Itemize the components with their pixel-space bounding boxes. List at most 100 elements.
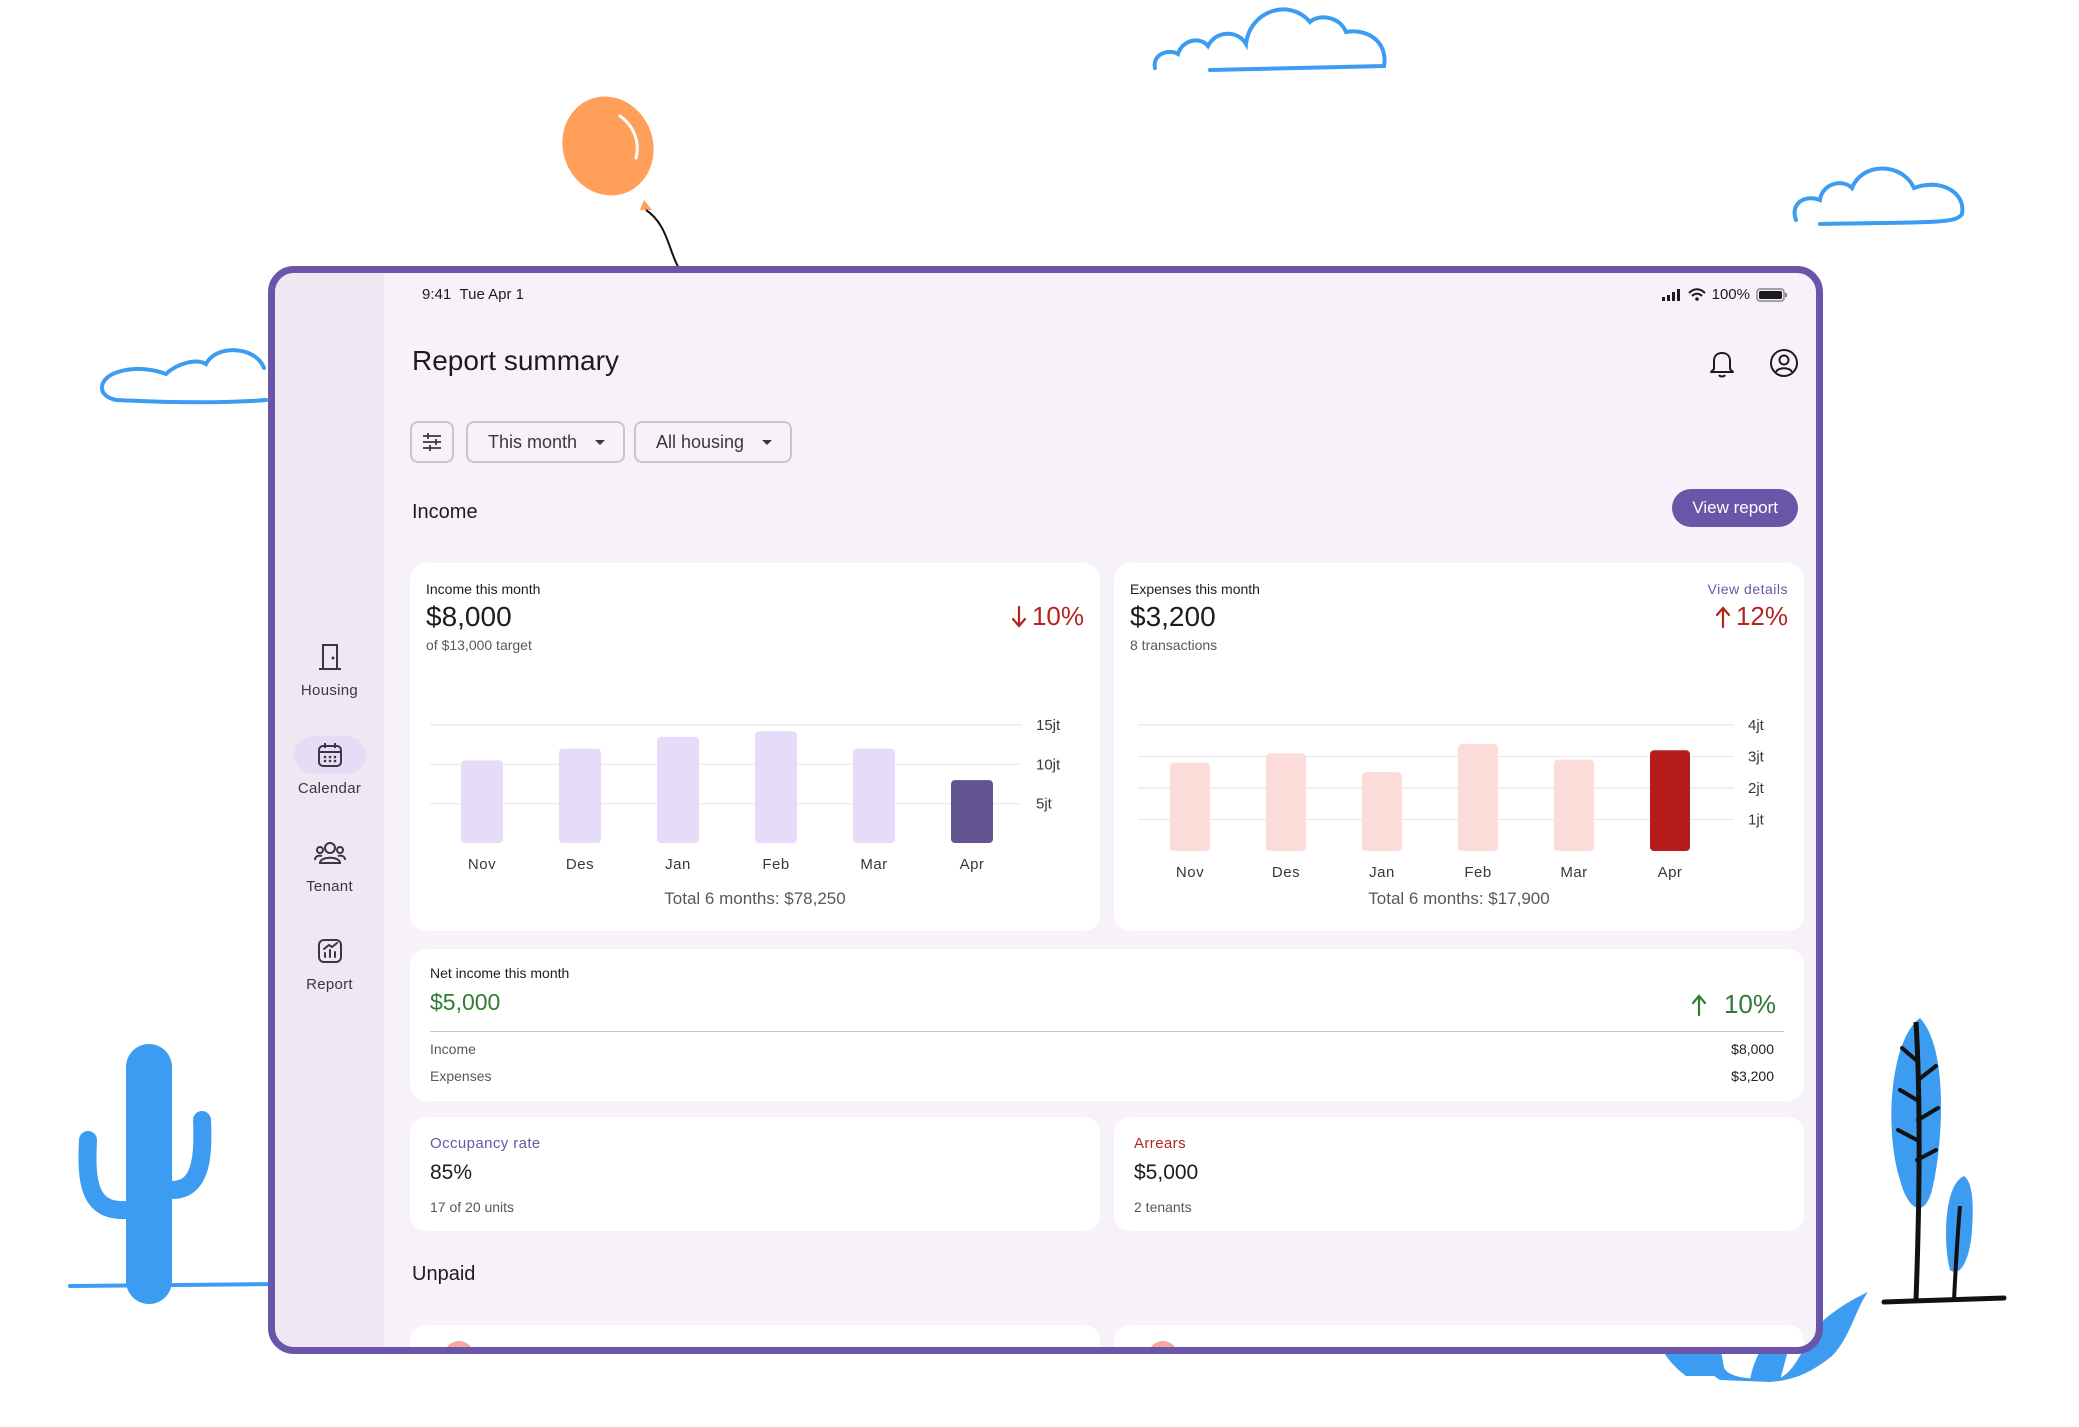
period-value: This month xyxy=(488,431,578,452)
occupancy-card: Occupancy rate 85% 17 of 20 units xyxy=(410,1117,1100,1231)
arrears-label: Arrears xyxy=(1134,1135,1186,1152)
expenses-transactions: 8 transactions xyxy=(1130,637,1218,653)
x-tick-label: Mar xyxy=(860,856,887,873)
income-total: Total 6 months: $78,250 xyxy=(664,889,846,908)
nav-label: Tenant xyxy=(306,878,353,895)
avatar xyxy=(1148,1341,1178,1347)
nav-item-tenant[interactable]: Tenant xyxy=(275,834,384,895)
arrow-down-icon xyxy=(1011,605,1026,628)
bar-mar[interactable] xyxy=(853,748,895,843)
nav-item-calendar[interactable]: Calendar xyxy=(275,736,384,797)
y-tick-label: 10jt xyxy=(1036,756,1061,773)
caret-down-icon xyxy=(762,439,773,445)
card-label: Expenses this month xyxy=(1130,581,1260,597)
housing-dropdown[interactable]: All housing xyxy=(634,421,793,463)
people-icon xyxy=(313,842,346,864)
y-tick-label: 1jt xyxy=(1748,812,1765,829)
net-income-card: Net income this month $5,000 10% Income … xyxy=(410,949,1804,1101)
sliders-icon xyxy=(423,433,441,451)
bar-mar[interactable] xyxy=(1554,759,1594,851)
income-target: of $13,000 target xyxy=(426,637,532,653)
expenses-bar-chart: 1jt 2jt 3jt 4jt Nov Des Jan Feb Mar Apr xyxy=(1138,717,1765,881)
avatar xyxy=(444,1341,474,1347)
net-row-value: $3,200 xyxy=(1731,1068,1774,1084)
y-tick-label: 5jt xyxy=(1036,796,1053,813)
status-indicators: 100% xyxy=(1661,286,1788,303)
x-tick-label: Apr xyxy=(960,856,985,873)
filter-settings-button[interactable] xyxy=(410,421,454,463)
net-row-label: Expenses xyxy=(430,1068,492,1084)
view-report-button[interactable]: View report xyxy=(1672,489,1798,527)
occupancy-label: Occupancy rate xyxy=(430,1135,541,1152)
x-tick-label: Feb xyxy=(762,856,789,873)
occupancy-units: 17 of 20 units xyxy=(430,1199,515,1215)
calendar-icon xyxy=(317,743,342,767)
nav-label: Calendar xyxy=(297,780,362,797)
account-button[interactable] xyxy=(1768,347,1800,379)
card-label: Income this month xyxy=(426,581,541,597)
arrow-up-icon xyxy=(1715,605,1730,628)
cloud-decoration xyxy=(1792,166,1965,226)
expenses-value: $3,200 xyxy=(1130,601,1216,632)
bar-apr[interactable] xyxy=(951,780,993,843)
income-section-title: Income xyxy=(412,501,478,523)
x-tick-label: Nov xyxy=(1176,864,1204,881)
card-label: Net income this month xyxy=(430,965,570,981)
income-value: $8,000 xyxy=(426,601,512,632)
x-tick-label: Des xyxy=(1272,864,1300,881)
y-tick-label: 3jt xyxy=(1748,749,1765,766)
income-bar-chart: 5jt 10jt 15jt Nov Des Jan Feb Mar Apr xyxy=(430,717,1061,873)
bar-jan[interactable] xyxy=(1362,772,1402,851)
cactus-decoration xyxy=(68,1044,280,1304)
nav-label: Report xyxy=(306,976,353,993)
divider xyxy=(430,1031,1784,1032)
main-content: 9:41 Tue Apr 1 100% Report summary This … xyxy=(384,273,1816,1347)
bar-apr[interactable] xyxy=(1650,750,1690,851)
status-time: 9:41 Tue Apr 1 xyxy=(422,286,525,303)
net-income-value: $5,000 xyxy=(430,989,501,1015)
unpaid-section-title: Unpaid xyxy=(412,1263,476,1285)
tenant-name: Dewi Lestari xyxy=(500,1345,610,1347)
nav-item-housing[interactable]: Housing xyxy=(275,638,384,699)
income-change: 10% xyxy=(1011,601,1084,632)
wifi-icon xyxy=(1687,288,1706,301)
net-income-change: 10% xyxy=(1691,989,1776,1020)
bar-nov[interactable] xyxy=(1170,762,1210,851)
occupancy-value: 85% xyxy=(430,1161,473,1184)
bar-des[interactable] xyxy=(1266,753,1306,851)
nav-item-report[interactable]: Report xyxy=(275,932,384,993)
unpaid-item[interactable]: Dewi Lestari xyxy=(410,1325,1100,1347)
tenant-name: Andy Saputra xyxy=(1204,1345,1325,1347)
y-tick-label: 2jt xyxy=(1748,780,1765,797)
arrears-tenants: 2 tenants xyxy=(1134,1199,1192,1215)
unpaid-item[interactable]: Andy Saputra xyxy=(1114,1325,1804,1347)
bar-nov[interactable] xyxy=(461,760,503,843)
battery-level: 100% xyxy=(1711,286,1750,303)
arrow-up-icon xyxy=(1691,993,1706,1016)
bar-feb[interactable] xyxy=(1458,743,1498,851)
plant-decoration xyxy=(1881,1018,2007,1305)
chart-report-icon xyxy=(317,939,342,963)
period-dropdown[interactable]: This month xyxy=(466,421,626,463)
account-icon xyxy=(1770,349,1798,377)
caret-down-icon xyxy=(595,439,606,445)
door-icon xyxy=(318,644,341,670)
expenses-total: Total 6 months: $17,900 xyxy=(1368,889,1550,908)
bell-icon xyxy=(1710,352,1734,378)
view-details-link[interactable]: View details xyxy=(1707,581,1788,597)
x-tick-label: Feb xyxy=(1464,864,1491,881)
bar-feb[interactable] xyxy=(755,731,797,843)
income-card: Income this month $8,000 of $13,000 targ… xyxy=(410,563,1100,931)
x-tick-label: Apr xyxy=(1658,864,1683,881)
page-title: Report summary xyxy=(412,345,619,376)
cloud-decoration xyxy=(1152,7,1387,72)
bar-des[interactable] xyxy=(559,748,601,843)
y-tick-label: 4jt xyxy=(1748,717,1765,734)
bar-jan[interactable] xyxy=(657,736,699,843)
signal-icon xyxy=(1661,288,1680,301)
tablet-device: Housing Calendar Tenant Report 9:41 Tue … xyxy=(268,266,1823,1354)
notifications-button[interactable] xyxy=(1706,347,1738,379)
expenses-change: 12% xyxy=(1715,601,1788,632)
x-tick-label: Des xyxy=(566,856,594,873)
net-row-label: Income xyxy=(430,1041,476,1057)
